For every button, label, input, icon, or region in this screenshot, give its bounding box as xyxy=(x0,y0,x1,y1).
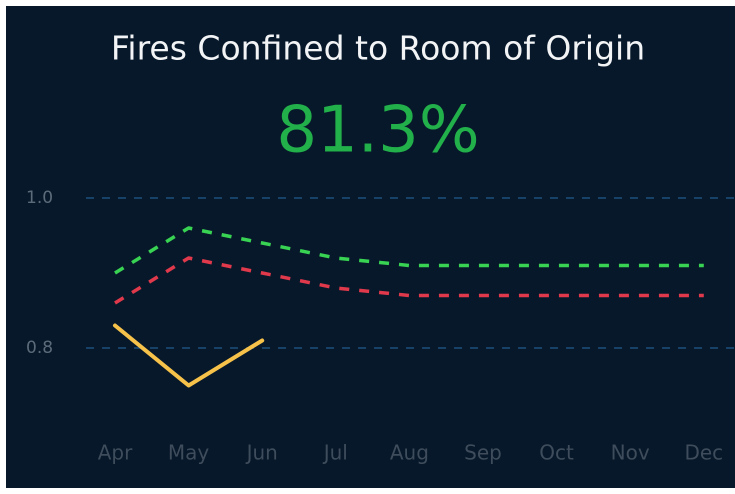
series-line xyxy=(113,323,265,388)
x-tick-label: Sep xyxy=(464,441,502,465)
series-line xyxy=(114,226,704,275)
series-line xyxy=(114,256,704,305)
y-tick-label: 1.0 xyxy=(26,188,53,208)
x-tick-label: Jul xyxy=(322,441,348,465)
x-tick-label: Oct xyxy=(539,441,574,465)
kpi-value: 81.3% xyxy=(276,94,479,168)
widget-background xyxy=(6,6,735,488)
x-tick-label: Dec xyxy=(684,441,723,465)
x-tick-label: Nov xyxy=(611,441,650,465)
y-tick-label: 0.8 xyxy=(26,338,53,358)
x-tick-label: May xyxy=(168,441,210,465)
x-tick-label: Aug xyxy=(390,441,429,465)
x-tick-label: Jun xyxy=(245,441,278,465)
widget-title: Fires Confined to Room of Origin xyxy=(111,29,645,68)
x-tick-label: Apr xyxy=(98,441,133,465)
